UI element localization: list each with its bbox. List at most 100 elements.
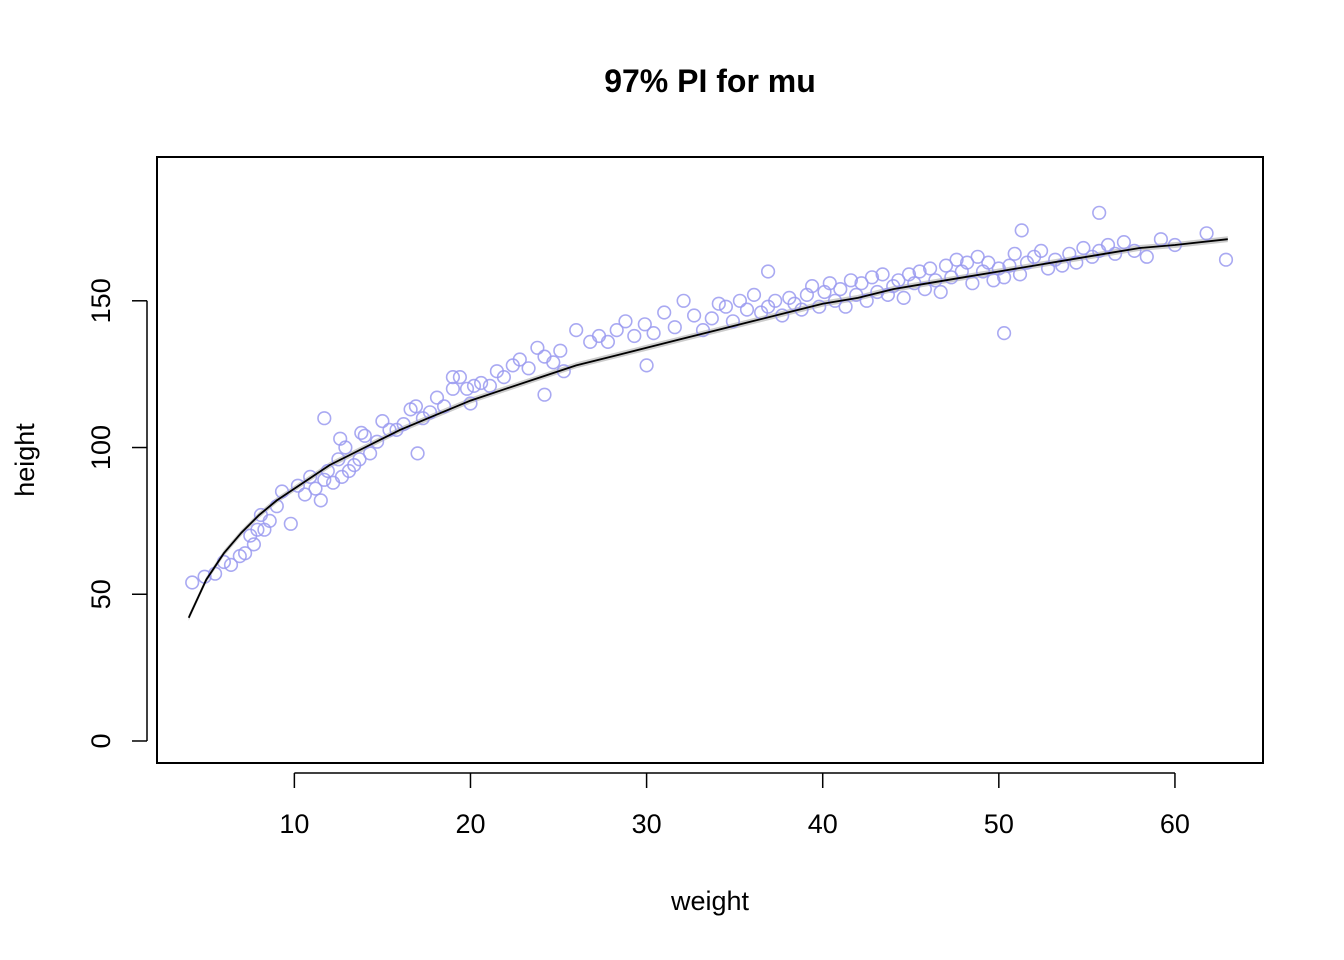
data-point (1033, 243, 1049, 258)
data-point (657, 305, 672, 320)
data-point (1139, 249, 1154, 264)
data-point (496, 370, 512, 385)
data-point (646, 326, 661, 341)
data-point (482, 378, 498, 394)
x-tick-label: 30 (632, 809, 662, 839)
data-point (422, 405, 438, 420)
data-point (627, 328, 642, 344)
data-point (609, 323, 624, 338)
data-point (354, 425, 369, 441)
data-point (591, 328, 607, 344)
data-point (859, 293, 874, 308)
data-point (896, 290, 911, 306)
data-point (437, 399, 452, 414)
data-point (944, 270, 959, 285)
mean-line-layer (187, 238, 1228, 619)
data-point (250, 522, 265, 537)
data-point (965, 276, 980, 291)
data-point (537, 387, 552, 402)
x-tick-label: 40 (808, 809, 838, 839)
data-point (583, 334, 598, 350)
data-point (410, 446, 425, 461)
data-point (804, 279, 820, 294)
data-point (1007, 246, 1022, 261)
data-point (370, 434, 385, 449)
pi-band (188, 236, 1228, 621)
data-point (1199, 226, 1214, 241)
data-point (262, 513, 277, 529)
data-point (223, 557, 239, 573)
data-point (530, 340, 545, 355)
data-point (907, 276, 922, 291)
x-tick-label: 10 (279, 809, 309, 839)
data-point (912, 264, 927, 279)
data-point (357, 428, 372, 443)
y-axis: 0 50 100 150 (86, 278, 148, 749)
data-point (917, 282, 933, 297)
data-point (1100, 237, 1116, 253)
data-point (375, 414, 390, 429)
y-tick-label: 100 (86, 425, 116, 470)
data-point (922, 261, 938, 276)
data-point (639, 358, 654, 373)
data-point (308, 481, 323, 496)
data-point (297, 487, 313, 502)
data-point (382, 422, 397, 438)
data-point (843, 273, 859, 288)
data-point (553, 343, 568, 358)
x-tick-label: 50 (984, 809, 1014, 839)
data-point (331, 452, 346, 467)
data-point (238, 546, 253, 561)
data-point (1092, 205, 1107, 220)
scatter-points (185, 205, 1234, 590)
data-point (833, 282, 848, 297)
data-point (546, 355, 561, 370)
data-point (854, 276, 869, 291)
data-point (445, 381, 461, 396)
data-point (569, 323, 584, 338)
data-point (512, 352, 527, 367)
data-point (996, 326, 1012, 341)
data-point (537, 349, 552, 364)
data-point (303, 469, 318, 485)
data-point (849, 287, 864, 303)
data-point (363, 446, 378, 461)
data-point (1014, 223, 1029, 238)
data-point (429, 390, 445, 405)
data-point (637, 317, 652, 332)
data-point (459, 381, 475, 396)
data-point (1002, 258, 1017, 273)
data-point (711, 296, 726, 311)
data-point (739, 302, 755, 317)
data-point (875, 267, 890, 282)
data-point (1055, 258, 1070, 273)
data-point (290, 478, 306, 493)
data-point (768, 293, 783, 308)
data-point (317, 411, 332, 426)
data-point (718, 299, 734, 314)
data-point (676, 293, 691, 308)
data-point (618, 314, 633, 329)
data-point (1040, 261, 1056, 276)
data-point (1218, 252, 1234, 267)
data-point (746, 287, 762, 303)
data-point (981, 255, 996, 270)
data-point (760, 264, 776, 279)
x-tick-label: 20 (455, 809, 485, 839)
data-point (317, 472, 332, 487)
pi-band-area (188, 236, 1228, 621)
data-point (352, 452, 367, 467)
data-point (864, 270, 880, 285)
data-point (474, 375, 489, 391)
y-tick-label: 50 (86, 579, 116, 609)
data-point (1127, 243, 1142, 258)
chart-title: 97% PI for mu (604, 63, 816, 99)
data-point (333, 431, 348, 446)
data-point (1069, 255, 1084, 270)
data-point (667, 320, 682, 335)
plot-frame (156, 156, 1264, 764)
data-point (466, 378, 482, 394)
data-point (725, 314, 741, 329)
data-point (283, 516, 298, 531)
